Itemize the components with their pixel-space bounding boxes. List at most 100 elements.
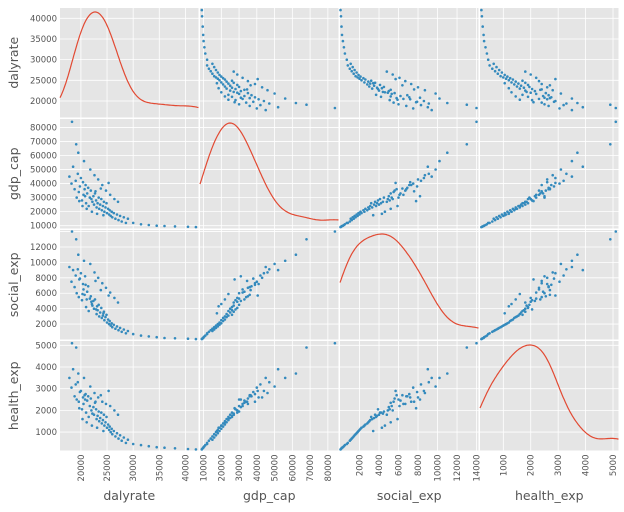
scatter-point [502,76,505,79]
scatter-point [581,105,585,109]
scatter-point [402,402,405,406]
scatter-point [389,88,393,92]
scatter-point [521,79,524,82]
scatter-point [209,69,212,73]
scatter-point [389,401,393,405]
scatter-point [518,292,522,296]
scatter-point [250,285,253,288]
scatter-point [364,207,367,211]
scatter-point [482,39,486,43]
scatter-point [220,81,223,84]
scatter-point [550,283,553,287]
scatter-point [232,90,235,94]
scatter-point [378,411,382,414]
scatter-point [81,417,84,421]
scatter-point [524,81,527,85]
panel-background [340,341,479,451]
kde-curve-dalyrate [59,11,199,109]
scatter-point [186,337,190,341]
scatter-point [434,168,437,171]
scatter-point [514,207,517,211]
scatter-point [220,427,223,431]
scatter-point [95,212,99,216]
scatter-point [76,268,80,271]
scatter-point [521,313,524,317]
scatter-point [243,401,246,405]
scatter-point [389,95,393,98]
scatter-point [545,276,549,280]
scatter-point [95,312,98,316]
scatter-point [122,328,126,331]
scatter-point [545,178,549,181]
scatter-point [562,179,565,183]
scatter-point [339,225,342,229]
x-tick-label: 60000 [288,455,298,482]
x-tick-label: 30000 [129,455,139,482]
scatter-point [98,311,102,314]
scatter-point [207,67,211,70]
scatter-point [268,268,271,271]
scatter-point [537,79,541,83]
scatter-point [79,389,83,393]
scatter-point [273,385,276,388]
scatter-point [256,389,260,393]
scatter-point [223,78,227,81]
scatter-point [110,427,113,431]
scatter-point [409,82,413,86]
scatter-point [118,434,122,437]
scatter-point [96,178,100,181]
scatter-point [89,295,93,298]
scatter-point [381,90,385,94]
scatter-point [92,194,95,198]
scatter-point [105,415,108,419]
scatter-point [243,399,246,402]
panel-gdp_cap-vs-health_exp [480,119,619,229]
scatter-point [83,275,87,278]
scatter-point [552,277,556,280]
scatter-point [111,325,114,329]
scatter-point [570,175,574,178]
scatter-point [381,412,385,415]
scatter-point [201,25,204,28]
scatter-point [394,181,397,185]
scatter-point [79,271,83,275]
scatter-point [101,183,104,187]
scatter-point [212,328,216,331]
scatter-point [268,102,271,105]
scatter-point [438,159,441,163]
scatter-point [218,79,221,82]
scatter-point [89,262,92,266]
scatter-point [348,220,352,223]
scatter-point [544,295,548,298]
scatter-point [70,386,73,389]
scatter-point [353,68,356,72]
scatter-point [339,448,342,451]
scatter-point [519,311,523,314]
scatter-point [262,389,266,393]
scatter-point [230,79,234,82]
scatter-point [514,95,517,98]
scatter-point [90,302,94,306]
scatter-point [399,399,402,402]
scatter-point [218,323,221,327]
scatter-point [114,435,117,438]
scatter-point [388,98,392,102]
scatter-point [398,76,401,80]
scatter-point [228,89,232,92]
scatter-point [465,103,469,106]
scatter-point [257,282,260,286]
scatter-point [411,107,415,110]
scatter-point [539,298,542,301]
scatter-point [90,197,93,201]
scatter-point [539,192,542,195]
x-tick-label: 30000 [235,455,245,482]
scatter-point [223,423,227,426]
scatter-point [414,199,418,203]
x-tick-label: 3000 [554,455,564,477]
scatter-point [529,296,532,300]
scatter-point [500,213,504,216]
x-tick-label: 10000 [200,455,210,482]
scatter-point [565,268,568,271]
scatter-point [89,385,92,388]
scatter-point [395,393,398,397]
